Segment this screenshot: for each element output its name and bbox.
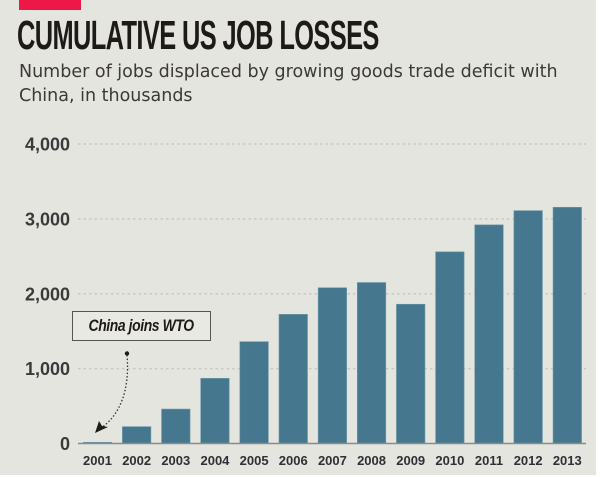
bar-2010 [435, 251, 465, 444]
x-tick-label: 2008 [357, 453, 386, 468]
y-tick-label: 3,000 [25, 209, 70, 229]
bar-2009 [396, 303, 426, 444]
bar-2013 [552, 206, 582, 444]
bar-2003 [161, 408, 191, 444]
x-tick-label: 2010 [435, 453, 464, 468]
bar-2008 [356, 282, 387, 444]
bar-2002 [122, 426, 152, 444]
bar-2006 [278, 314, 308, 444]
x-axis: 2001 2002 2003 2004 2005 2006 2007 2008 2009 2010… [78, 442, 586, 468]
y-tick-label: 2,000 [25, 284, 70, 304]
annotation-arrow [95, 351, 130, 433]
chart-subtitle: Number of jobs displaced by growing good… [19, 62, 558, 106]
annotation-label: China joins WTO [88, 316, 195, 335]
bar-2004 [200, 378, 230, 444]
bar-2007 [317, 287, 347, 444]
bar-2005 [239, 341, 269, 444]
x-tick-label: 2004 [200, 453, 230, 468]
y-tick-label: 4,000 [25, 135, 70, 155]
x-tick-label: 2003 [161, 453, 190, 468]
y-tick-label: 0 [60, 434, 70, 454]
x-tick-label: 2009 [396, 453, 425, 468]
x-tick-label: 2013 [553, 453, 582, 468]
x-tick-label: 2007 [318, 453, 347, 468]
annotation-curve [100, 354, 129, 429]
arrowhead-icon [95, 421, 108, 433]
bar-2012 [513, 210, 543, 444]
chart-title: CUMULATIVE US JOB LOSSES [17, 12, 379, 58]
x-tick-label: 2012 [514, 453, 543, 468]
annotation-box: China joins WTO [72, 311, 211, 341]
y-tick-label: 1,000 [25, 359, 70, 379]
accent-bar [19, 0, 81, 10]
x-tick-label: 2011 [475, 453, 503, 468]
x-tick-label: 2001 [83, 453, 112, 468]
x-tick-label: 2006 [279, 453, 308, 468]
bar-2011 [474, 224, 504, 444]
annotation-dot [124, 351, 130, 356]
y-axis: 0 1,000 2,000 3,000 4,000 [25, 135, 70, 455]
x-tick-label: 2005 [240, 453, 269, 468]
x-tick-label: 2002 [122, 453, 151, 468]
